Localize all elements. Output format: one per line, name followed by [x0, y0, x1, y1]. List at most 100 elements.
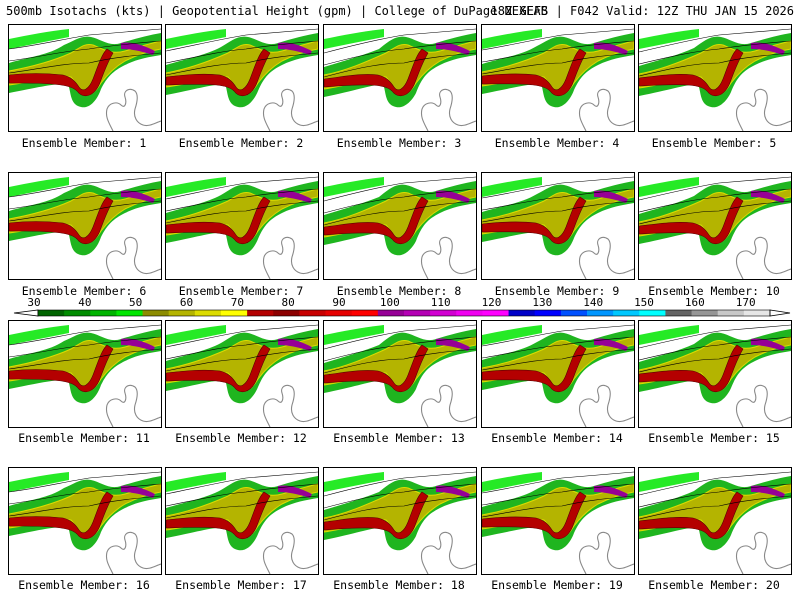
- coastline: [262, 384, 318, 427]
- ensemble-map-panel: [8, 320, 162, 428]
- jet-streak-max: [278, 485, 312, 498]
- jet-streak-max: [594, 190, 628, 203]
- colorbar-segment: [38, 310, 65, 316]
- isotach-map: [324, 471, 476, 574]
- upper-wind-band: [9, 472, 69, 492]
- colorbar-segment: [377, 310, 405, 316]
- height-contour: [9, 52, 161, 74]
- jet-streak-max: [121, 42, 155, 55]
- jet-core: [166, 48, 271, 97]
- colorbar-segment: [691, 310, 719, 316]
- jet-streak-max: [436, 338, 470, 351]
- upper-wind-band: [324, 29, 384, 49]
- height-contour: [482, 200, 634, 223]
- ensemble-map-panel: [8, 172, 162, 280]
- jet-core: [324, 196, 429, 245]
- ensemble-member-label: Ensemble Member: 19: [491, 578, 623, 592]
- height-contour: [9, 188, 161, 210]
- colorbar-tick-label: 110: [431, 296, 451, 309]
- isotach-map: [166, 176, 318, 279]
- upper-wind-band: [9, 325, 69, 345]
- upper-wind-band: [639, 472, 699, 492]
- colorbar-tick-label: 140: [583, 296, 603, 309]
- isotach-map: [9, 471, 161, 574]
- coastline: [105, 384, 161, 427]
- isotach-map: [166, 324, 318, 427]
- height-contour: [9, 471, 161, 493]
- ensemble-map-panel: [481, 24, 635, 132]
- height-contour: [639, 176, 791, 201]
- height-contour: [482, 52, 634, 75]
- upper-wind-band: [639, 325, 699, 345]
- isotach-map: [324, 324, 476, 427]
- isotach-map: [482, 176, 634, 279]
- height-contour: [166, 52, 318, 76]
- height-contour: [639, 40, 791, 65]
- ensemble-member-label: Ensemble Member: 8: [336, 284, 462, 298]
- ensemble-map-panel: [638, 320, 792, 428]
- upper-wind-band: [166, 177, 226, 197]
- ensemble-member-label: Ensemble Member: 15: [648, 431, 780, 445]
- height-contour: [324, 471, 476, 497]
- height-contour: [9, 176, 161, 198]
- ensemble-map-panel: [323, 320, 477, 428]
- isotach-map: [9, 324, 161, 427]
- isotach-colorbar: 30 40 50 60 70 80 90 100 110 120 130 140 150 160 170: [13, 296, 791, 317]
- colorbar-segment: [64, 310, 91, 316]
- jet-core: [482, 196, 587, 245]
- height-contour: [9, 495, 161, 517]
- height-contour: [166, 324, 318, 348]
- colorbar-tick-label: 170: [736, 296, 756, 309]
- coastline: [578, 384, 634, 427]
- height-contour: [166, 200, 318, 224]
- jet-core: [482, 48, 587, 97]
- ensemble-member-label: Ensemble Member: 5: [651, 136, 777, 150]
- height-contour: [324, 40, 476, 66]
- colorbar-tick-label: 120: [482, 296, 502, 309]
- height-contour: [166, 336, 318, 360]
- height-contour: [639, 348, 791, 373]
- height-contour: [166, 348, 318, 372]
- jet-streak-max: [594, 485, 628, 498]
- height-contour: [639, 483, 791, 508]
- upper-wind-band: [639, 29, 699, 49]
- height-contour: [9, 324, 161, 346]
- height-contour: [639, 336, 791, 361]
- height-contour: [639, 324, 791, 349]
- height-contour: [324, 176, 476, 202]
- upper-wind-band: [166, 29, 226, 49]
- height-contour: [324, 200, 476, 226]
- height-contour: [166, 188, 318, 212]
- colorbar-tick-label: 50: [129, 296, 142, 309]
- jet-streak-max: [278, 338, 312, 351]
- jet-core: [482, 491, 587, 540]
- upper-wind-band: [9, 177, 69, 197]
- height-contour: [482, 40, 634, 63]
- upper-wind-band: [482, 177, 542, 197]
- ensemble-map-panel: [8, 467, 162, 575]
- coastline: [578, 236, 634, 279]
- ensemble-member-label: Ensemble Member: 16: [18, 578, 150, 592]
- height-contour: [9, 483, 161, 505]
- coastline: [105, 531, 161, 574]
- colorbar-tick-label: 90: [332, 296, 345, 309]
- jet-core: [324, 491, 429, 540]
- colorbar-tick-label: 160: [685, 296, 705, 309]
- jet-streak-max: [751, 485, 785, 498]
- upper-wind-band: [482, 29, 542, 49]
- coastline: [262, 236, 318, 279]
- ensemble-member-label: Ensemble Member: 3: [336, 136, 462, 150]
- colorbar-left-arrow: [13, 309, 39, 317]
- height-contour: [482, 471, 634, 494]
- height-contour: [324, 52, 476, 78]
- upper-wind-band: [166, 325, 226, 345]
- ensemble-member-label: Ensemble Member: 17: [175, 578, 307, 592]
- jet-core: [166, 344, 271, 393]
- colorbar-segment: [299, 310, 326, 316]
- ensemble-map-panel: [165, 467, 319, 575]
- isotach-map: [166, 471, 318, 574]
- jet-core: [639, 196, 744, 245]
- height-contour: [324, 28, 476, 54]
- colorbar-segment: [142, 310, 170, 316]
- colorbar-segment: [508, 310, 536, 316]
